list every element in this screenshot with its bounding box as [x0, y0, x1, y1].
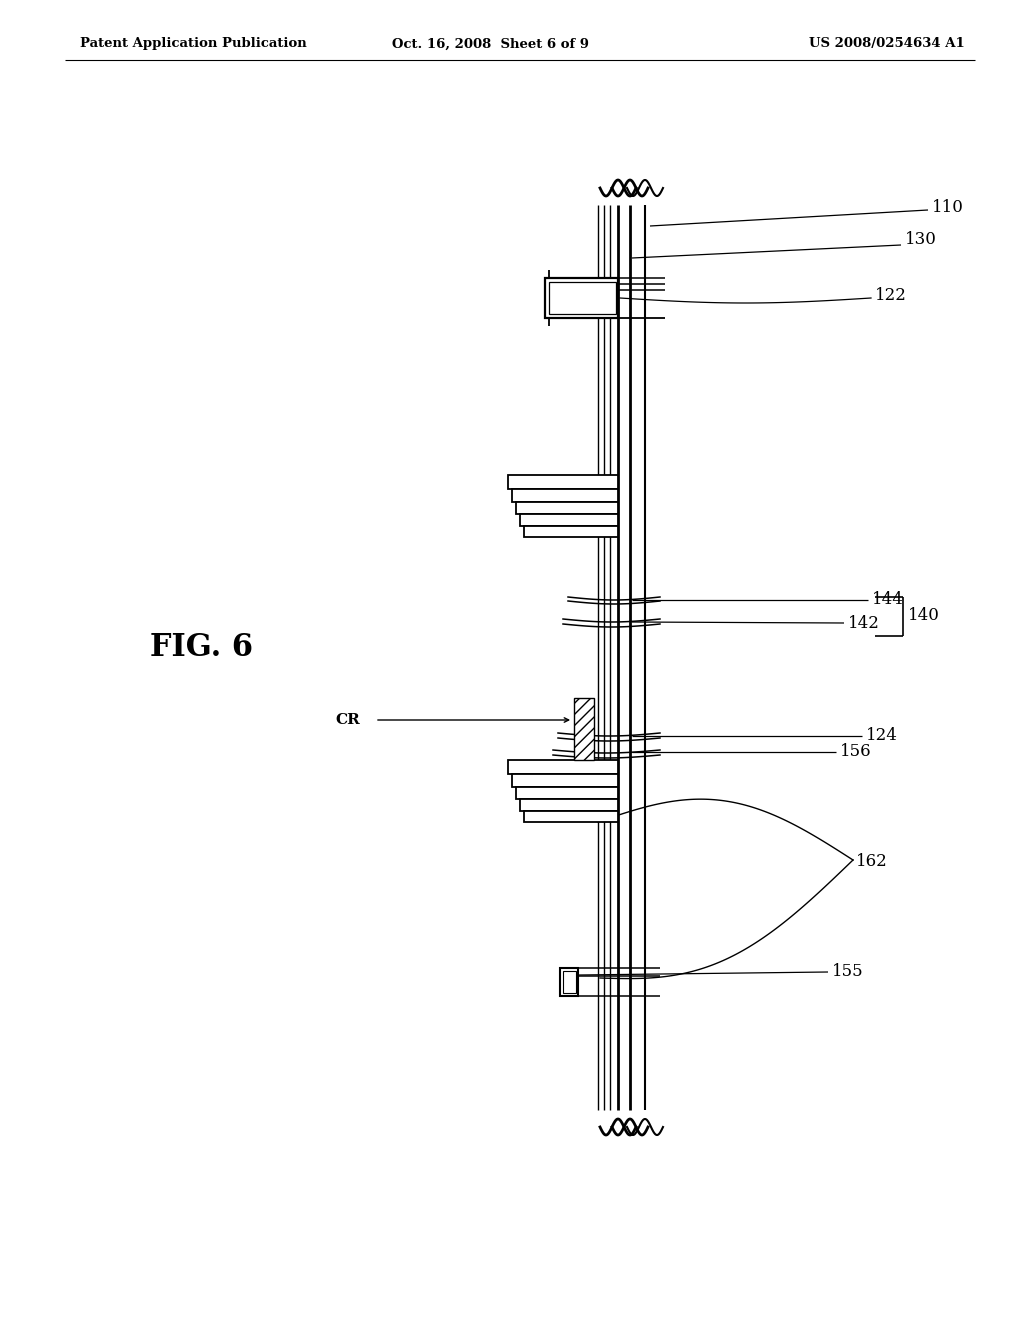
Bar: [545, 279, 618, 318]
Bar: [512, 774, 618, 787]
Text: 124: 124: [866, 727, 898, 744]
Bar: [524, 810, 618, 822]
Bar: [520, 799, 618, 810]
Bar: [574, 698, 594, 760]
Text: 156: 156: [840, 743, 871, 760]
Text: 144: 144: [872, 591, 904, 609]
Bar: [516, 502, 618, 513]
Text: 155: 155: [831, 964, 863, 981]
Text: FIG. 6: FIG. 6: [150, 632, 253, 664]
Text: 140: 140: [908, 607, 940, 624]
Text: 142: 142: [848, 615, 880, 631]
Text: Oct. 16, 2008  Sheet 6 of 9: Oct. 16, 2008 Sheet 6 of 9: [391, 37, 589, 50]
Bar: [560, 968, 578, 997]
Bar: [549, 282, 616, 314]
Text: 110: 110: [932, 198, 964, 215]
Bar: [524, 525, 618, 537]
Text: Patent Application Publication: Patent Application Publication: [80, 37, 307, 50]
Bar: [516, 787, 618, 799]
Bar: [508, 475, 618, 488]
Text: 130: 130: [905, 231, 937, 248]
Text: CR: CR: [335, 713, 359, 727]
Bar: [512, 488, 618, 502]
Text: 162: 162: [856, 854, 888, 870]
Bar: [563, 972, 575, 993]
Text: US 2008/0254634 A1: US 2008/0254634 A1: [809, 37, 965, 50]
Bar: [520, 513, 618, 525]
Text: 122: 122: [874, 288, 907, 305]
Bar: [508, 760, 618, 774]
